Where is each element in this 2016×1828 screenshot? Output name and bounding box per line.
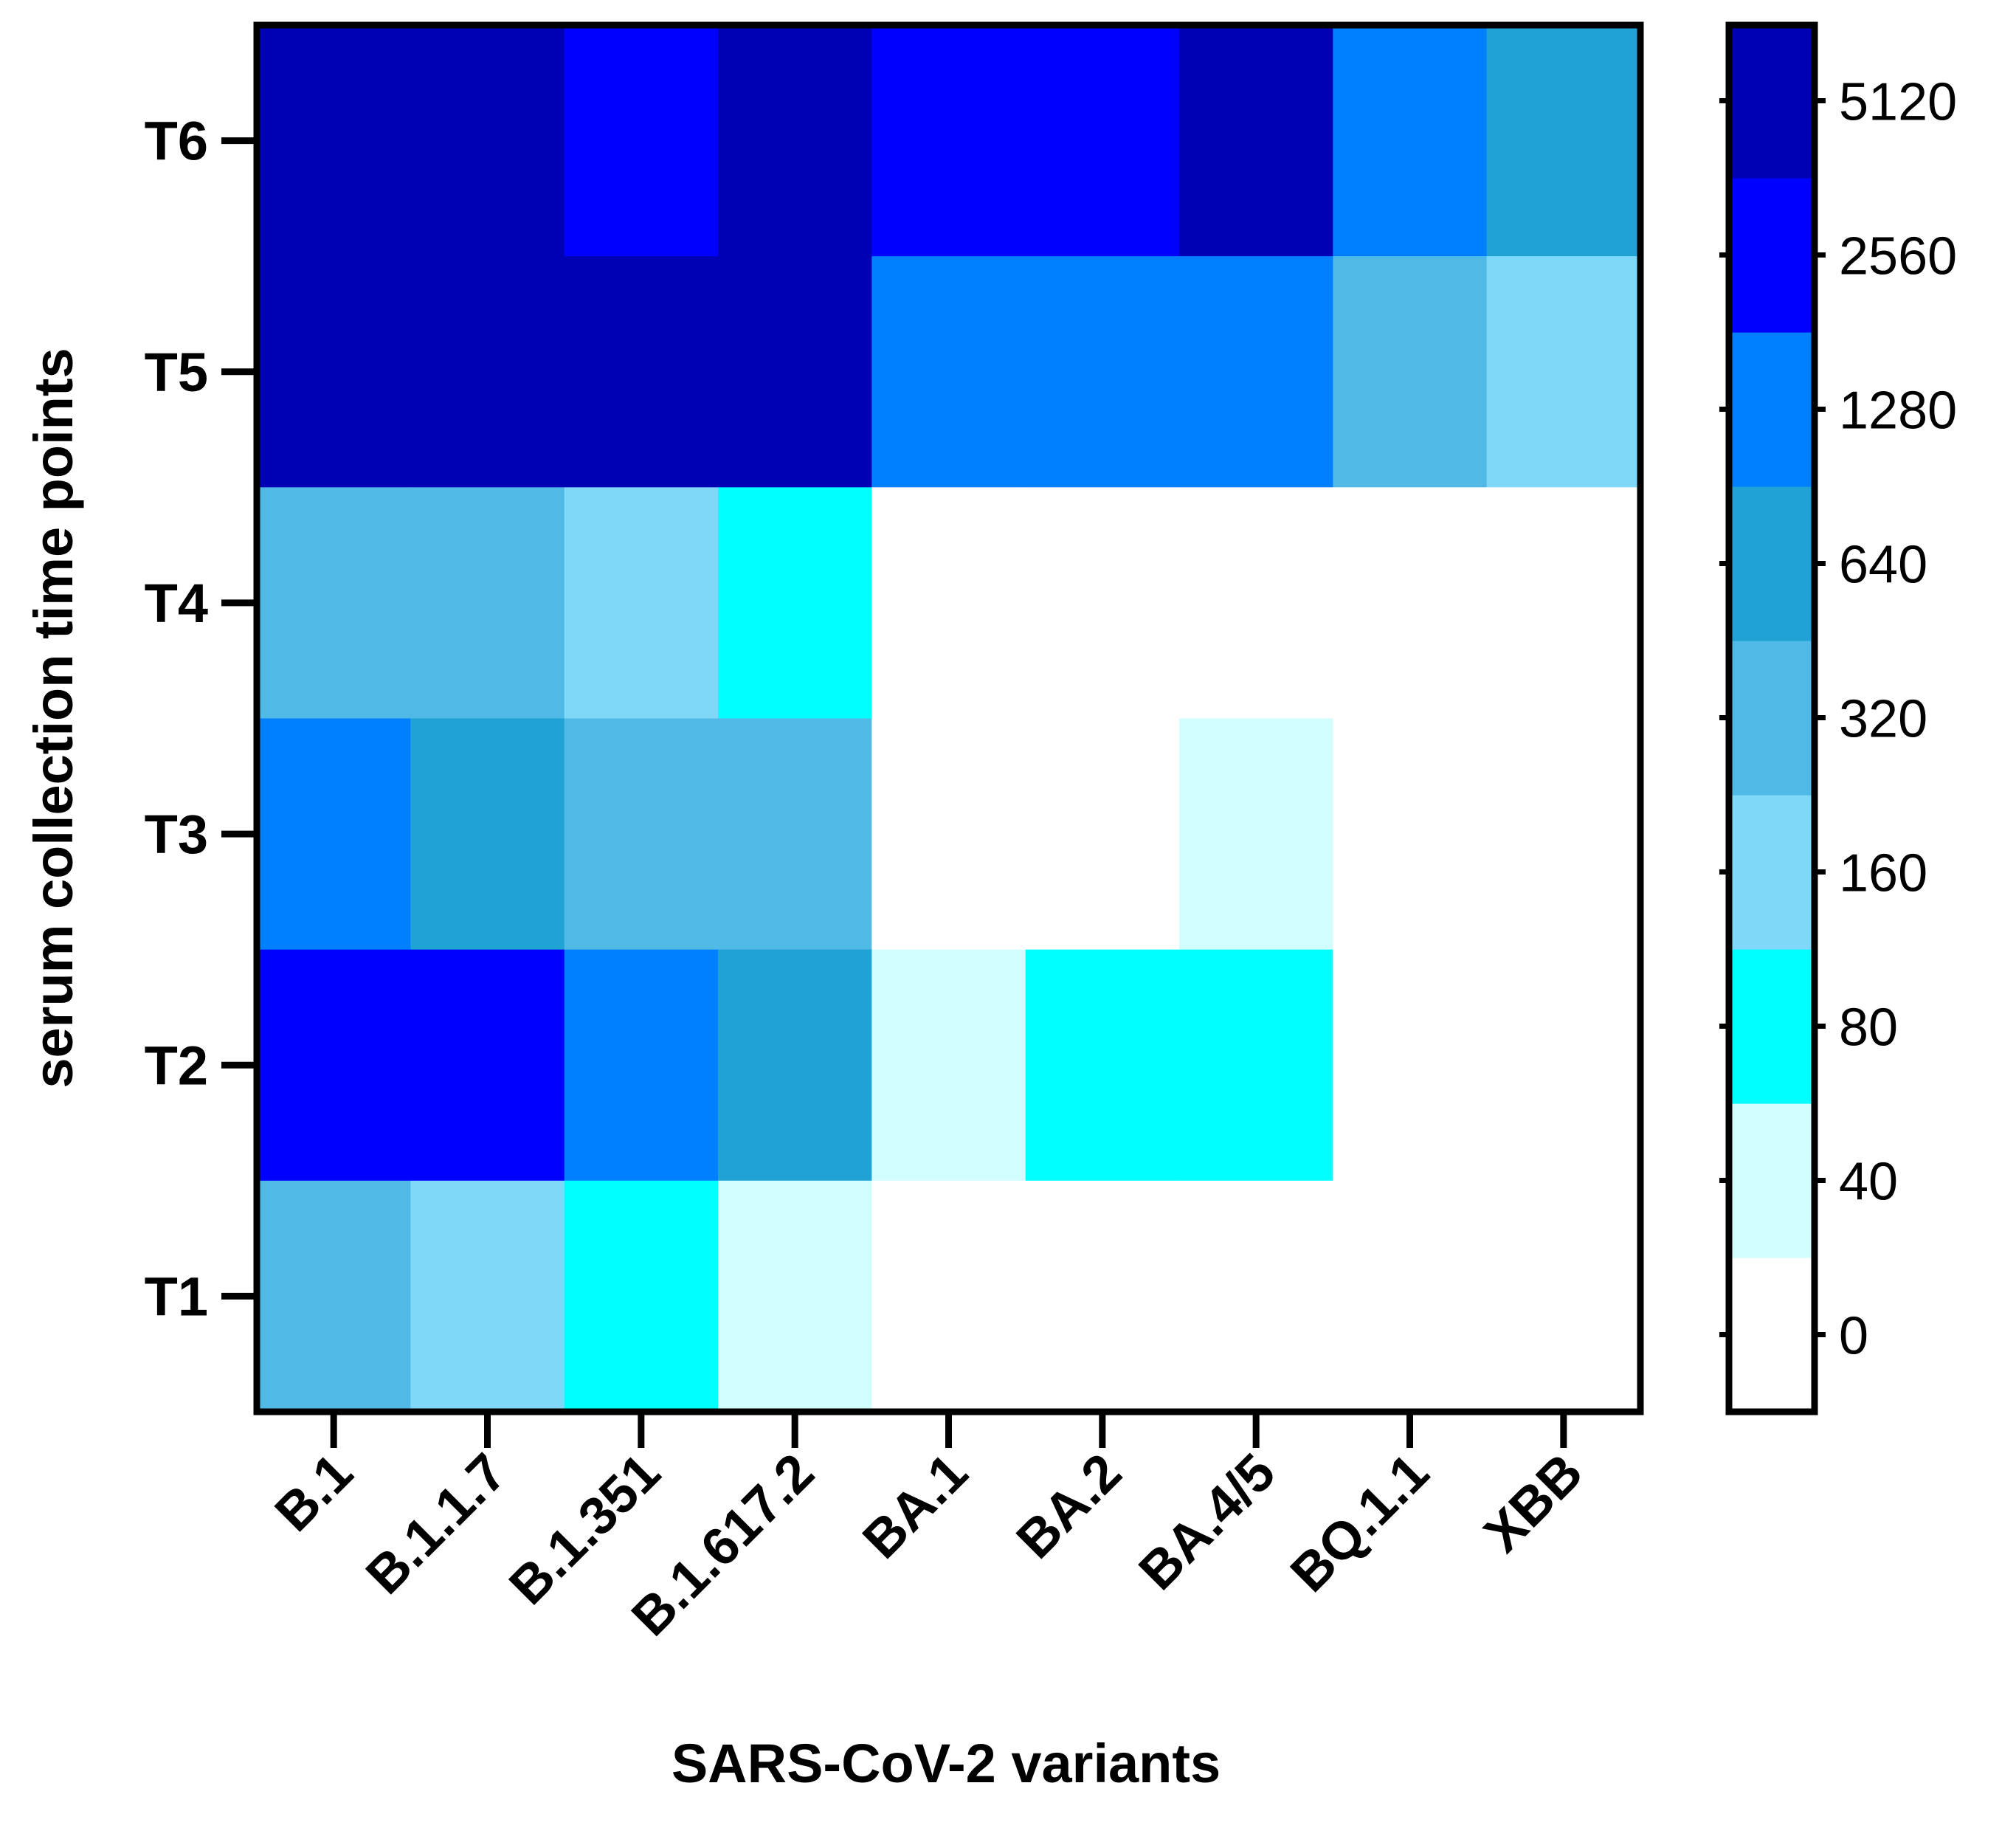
colorbar-band bbox=[1729, 25, 1815, 179]
heatmap-cell bbox=[564, 487, 719, 720]
plot-frame bbox=[253, 21, 1644, 1415]
colorbar-label: 160 bbox=[1839, 844, 1927, 903]
y-tick-label: T2 bbox=[145, 1035, 208, 1096]
heatmap-cell bbox=[257, 1180, 411, 1413]
x-tick-label: XBB bbox=[1473, 1443, 1594, 1564]
y-axis: T6 T5 T4 T3 T2 T1 bbox=[145, 111, 254, 1327]
heatmap-cell bbox=[564, 949, 719, 1182]
heatmap-cell bbox=[1333, 487, 1488, 720]
y-axis-title: serum collection time points bbox=[23, 348, 84, 1088]
heatmap-cell bbox=[1179, 1180, 1333, 1413]
heatmap-cell bbox=[1486, 487, 1641, 720]
heatmap-cell bbox=[410, 1180, 565, 1413]
heatmap-cell bbox=[1333, 718, 1488, 951]
heatmap-cell bbox=[871, 718, 1026, 951]
colorbar-label: 640 bbox=[1839, 536, 1927, 595]
heatmap-cell bbox=[1333, 256, 1488, 488]
heatmap-cell bbox=[257, 949, 411, 1182]
colorbar-band bbox=[1729, 486, 1815, 641]
x-axis-title: SARS-CoV-2 variants bbox=[672, 1733, 1221, 1794]
colorbar-label: 2560 bbox=[1839, 227, 1957, 286]
colorbar-label: 1280 bbox=[1839, 382, 1957, 441]
heatmap-cell bbox=[718, 949, 872, 1182]
heatmap-cell bbox=[1486, 25, 1641, 257]
colorbar-label: 80 bbox=[1839, 998, 1898, 1058]
heatmap-cell bbox=[871, 25, 1026, 257]
heatmap-cell bbox=[718, 1180, 872, 1413]
x-tick-label: BA.1 bbox=[852, 1443, 979, 1570]
heatmap-cell bbox=[410, 256, 565, 488]
heatmap-cell bbox=[1025, 25, 1180, 257]
heatmap-cell bbox=[1486, 949, 1641, 1182]
heatmap-cell bbox=[564, 256, 719, 488]
heatmap-cell bbox=[871, 487, 1026, 720]
colorbar-ticks: 0 40 80 160 320 640 1280 2560 5120 bbox=[1719, 73, 1957, 1366]
heatmap-cell bbox=[1179, 718, 1333, 951]
heatmap-cell bbox=[718, 718, 872, 951]
heatmap-cell bbox=[1486, 1180, 1641, 1413]
colorbar-band bbox=[1729, 641, 1815, 796]
colorbar-label: 40 bbox=[1839, 1153, 1898, 1212]
heatmap-cell bbox=[1179, 949, 1333, 1182]
heatmap-cell bbox=[257, 487, 411, 720]
heatmap-cell bbox=[410, 25, 565, 257]
heatmap-cell bbox=[1179, 25, 1333, 257]
heatmap-cell bbox=[564, 1180, 719, 1413]
x-tick-label: BA.4/5 bbox=[1128, 1443, 1286, 1601]
colorbar-cells bbox=[1729, 25, 1815, 1413]
heatmap-cell bbox=[257, 25, 411, 257]
heatmap-cell bbox=[257, 256, 411, 488]
heatmap-cell bbox=[564, 25, 719, 257]
heatmap-cell bbox=[564, 718, 719, 951]
heatmap-cell bbox=[1486, 718, 1641, 951]
y-tick-label: T5 bbox=[145, 342, 208, 403]
heatmap-cell bbox=[871, 1180, 1026, 1413]
y-tick-label: T6 bbox=[145, 111, 208, 172]
heatmap-cell bbox=[871, 949, 1026, 1182]
colorbar-band bbox=[1729, 332, 1815, 487]
heatmap-cell bbox=[1333, 25, 1488, 257]
colorbar-label: 0 bbox=[1839, 1307, 1868, 1366]
colorbar-band bbox=[1729, 1103, 1815, 1258]
colorbar-band bbox=[1729, 795, 1815, 950]
heatmap-cell bbox=[257, 718, 411, 951]
heatmap-cell bbox=[1025, 718, 1180, 951]
colorbar-band bbox=[1729, 949, 1815, 1104]
heatmap-cell bbox=[1179, 487, 1333, 720]
colorbar-label: 320 bbox=[1839, 690, 1927, 749]
colorbar-band bbox=[1729, 1258, 1815, 1413]
heatmap-cell bbox=[1333, 949, 1488, 1182]
heatmap-cell bbox=[1025, 1180, 1180, 1413]
y-tick-label: T1 bbox=[145, 1266, 208, 1327]
heatmap-cell bbox=[1333, 1180, 1488, 1413]
colorbar-band bbox=[1729, 178, 1815, 333]
heatmap-cell bbox=[410, 487, 565, 720]
colorbar-label: 5120 bbox=[1839, 73, 1957, 132]
x-tick-label: B.1 bbox=[264, 1443, 365, 1543]
heatmap-cell bbox=[1486, 256, 1641, 488]
heatmap-cell bbox=[718, 25, 872, 257]
y-tick-label: T3 bbox=[145, 804, 208, 865]
x-tick-label: BQ.1.1 bbox=[1280, 1443, 1440, 1604]
heatmap-cells bbox=[257, 25, 1641, 1413]
x-tick-label: B.1.1.7 bbox=[355, 1443, 518, 1606]
heatmap-cell bbox=[1025, 256, 1180, 488]
heatmap-cell bbox=[718, 487, 872, 720]
heatmap-cell bbox=[871, 256, 1026, 488]
heatmap-cell bbox=[718, 256, 872, 488]
heatmap-cell bbox=[410, 718, 565, 951]
heatmap-cell bbox=[1179, 256, 1333, 488]
heatmap-cell bbox=[410, 949, 565, 1182]
y-tick-label: T4 bbox=[145, 573, 208, 634]
heatmap-cell bbox=[1025, 487, 1180, 720]
x-tick-label: BA.2 bbox=[1006, 1443, 1133, 1570]
heatmap-cell bbox=[1025, 949, 1180, 1182]
